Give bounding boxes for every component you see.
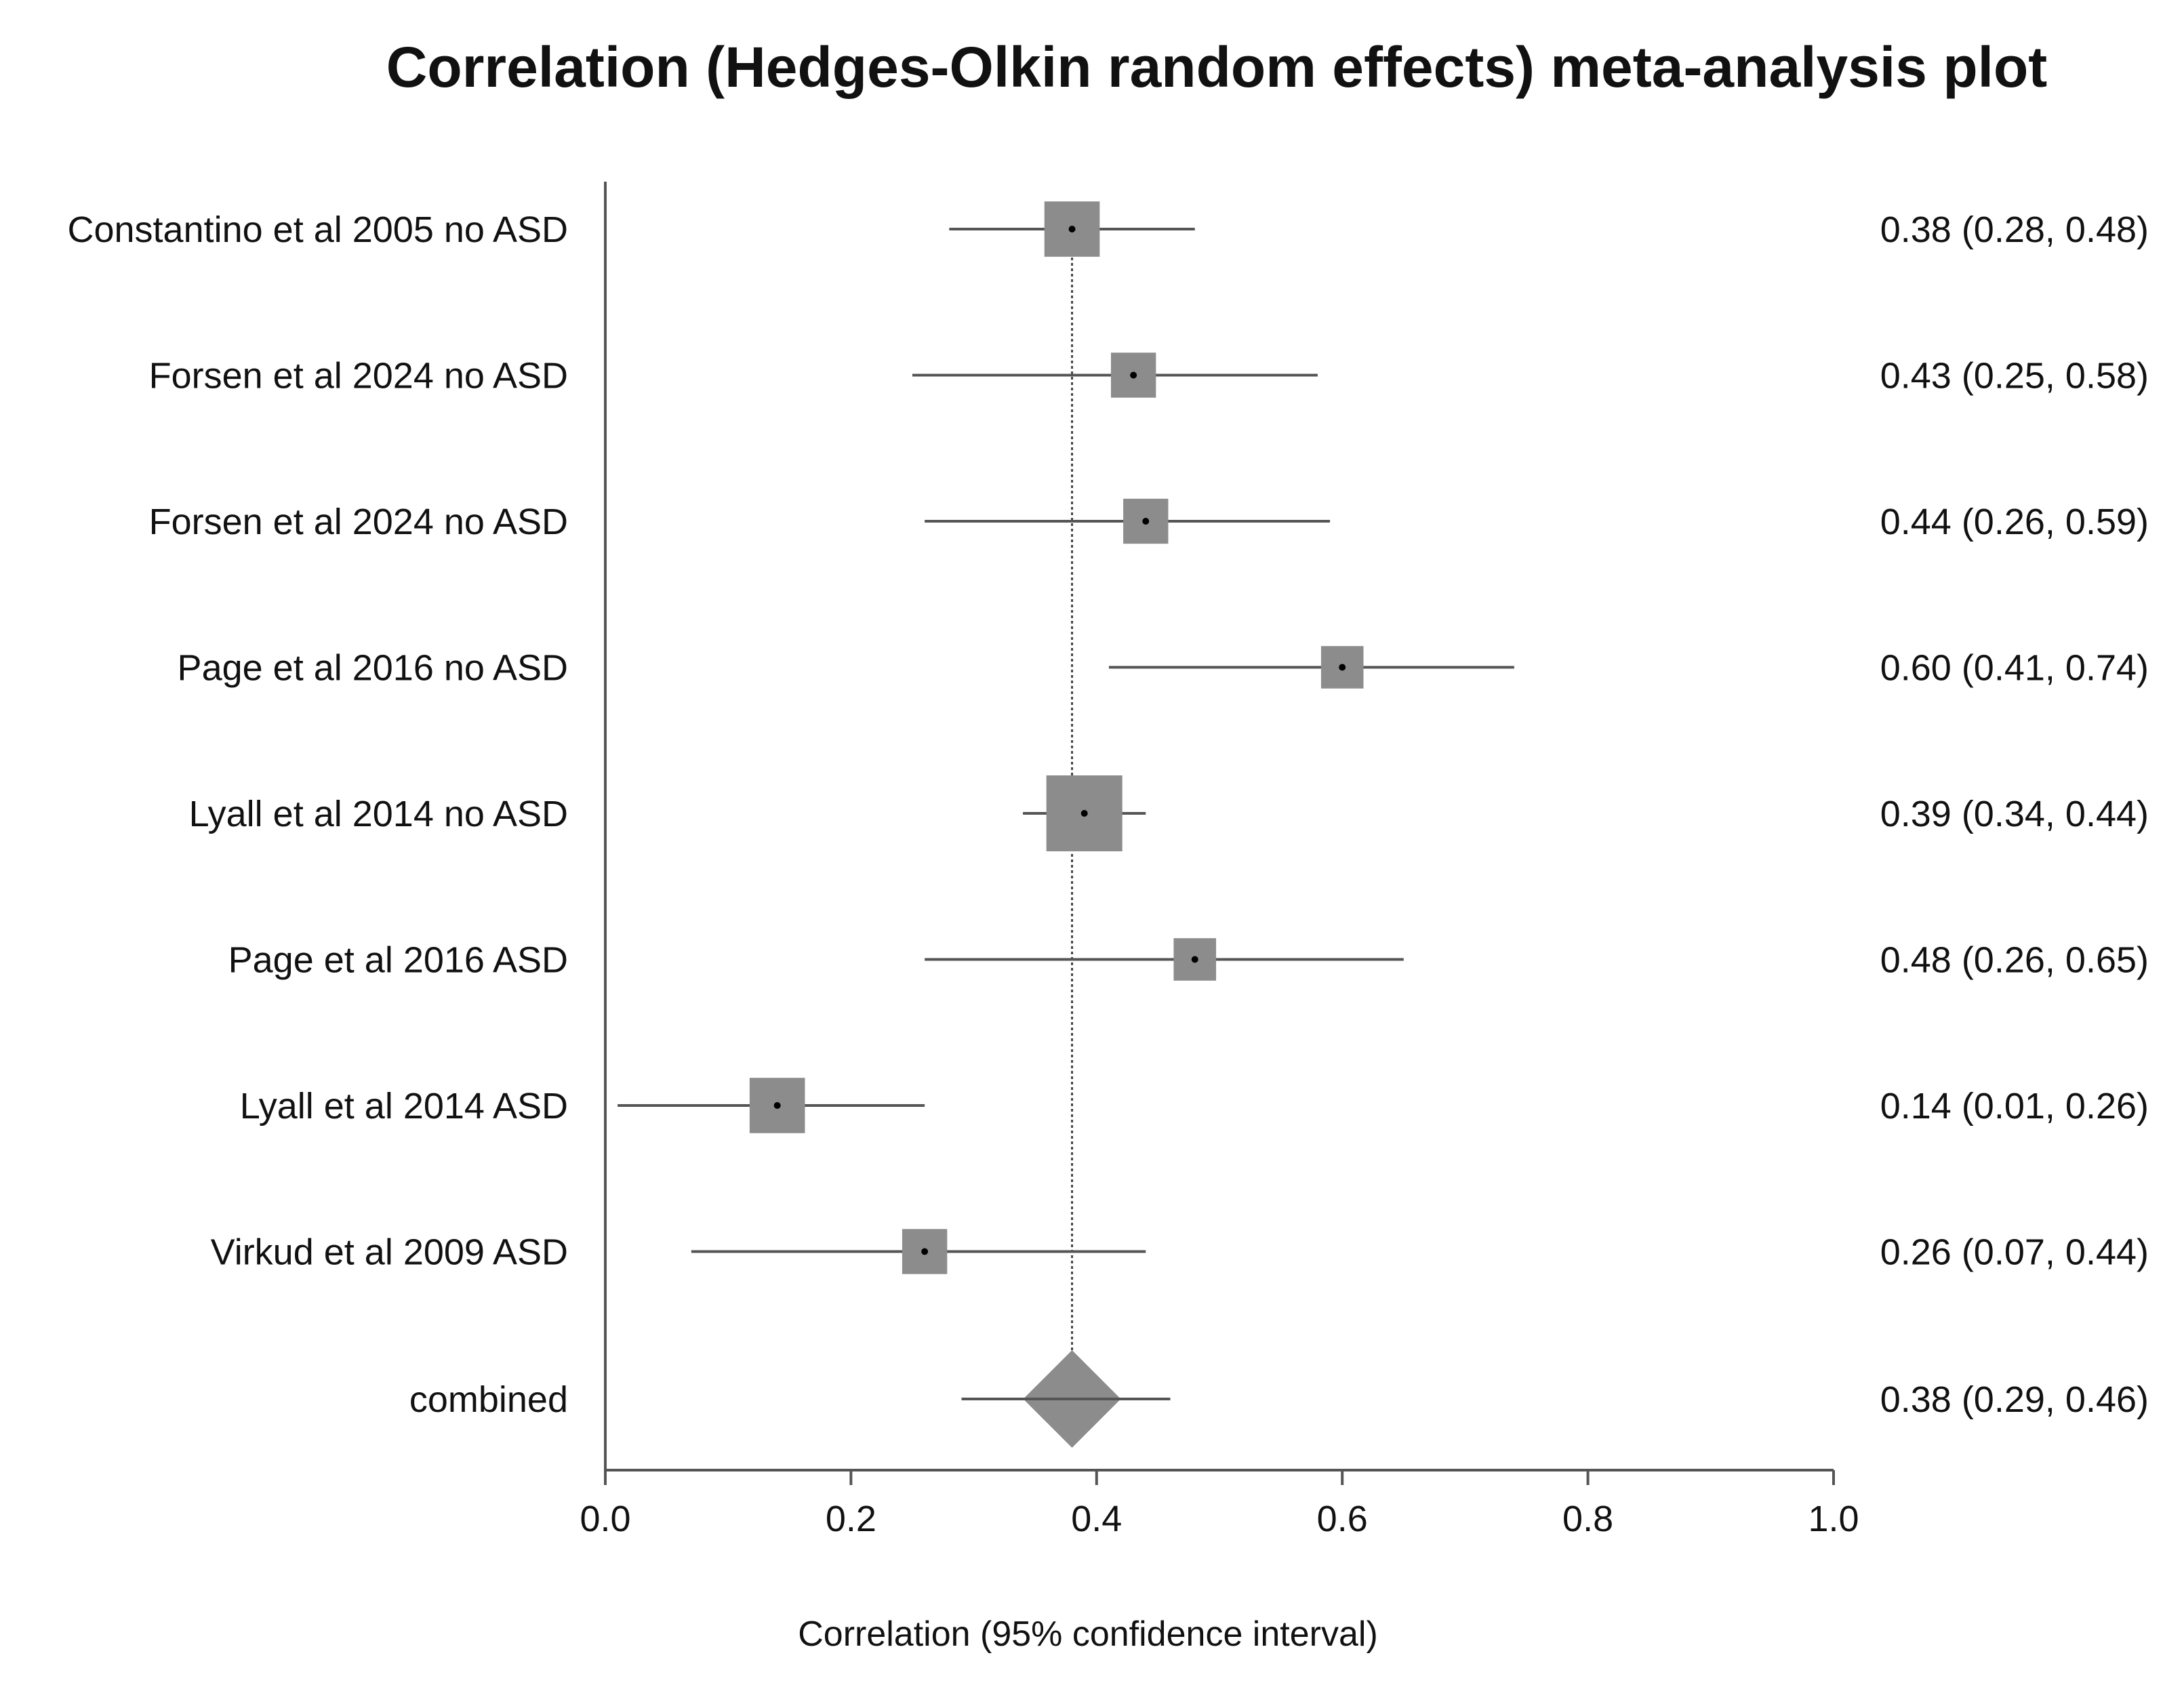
estimate-text: 0.39 (0.34, 0.44): [1880, 794, 2149, 834]
point-estimate-dot: [1339, 664, 1346, 671]
combined-estimate-text: 0.38 (0.29, 0.46): [1880, 1379, 2149, 1420]
x-tick-label: 1.0: [1808, 1499, 1859, 1539]
study-label: Virkud et al 2009 ASD: [211, 1232, 568, 1273]
estimate-text: 0.44 (0.26, 0.59): [1880, 502, 2149, 542]
point-estimate-dot: [1080, 810, 1088, 817]
estimate-text: 0.43 (0.25, 0.58): [1880, 356, 2149, 397]
point-estimate-dot: [1130, 371, 1137, 379]
point-estimate-dot: [1191, 956, 1198, 963]
study-label: Lyall et al 2014 no ASD: [189, 794, 568, 834]
x-tick-label: 0.0: [580, 1499, 630, 1539]
point-estimate-dot: [921, 1248, 929, 1255]
estimate-text: 0.60 (0.41, 0.74): [1880, 648, 2149, 689]
estimate-text: 0.38 (0.28, 0.48): [1880, 209, 2149, 250]
plot-area: 0.0 0.2 0.4 0.6 0.8 1.0 Constantino et al 2005…: [67, 182, 2149, 1539]
chart-title: Correlation (Hedges-Olkin random effects…: [386, 35, 2048, 99]
x-tick-label: 0.4: [1071, 1499, 1122, 1539]
x-tick-label: 0.2: [826, 1499, 876, 1539]
study-label: Constantino et al 2005 no ASD: [67, 209, 568, 250]
estimate-text: 0.48 (0.26, 0.65): [1880, 940, 2149, 981]
point-estimate-dot: [773, 1102, 781, 1109]
estimate-text: 0.26 (0.07, 0.44): [1880, 1232, 2149, 1273]
study-label: Page et al 2016 no ASD: [178, 648, 568, 689]
point-estimate-dot: [1142, 518, 1150, 525]
x-axis-title: Correlation (95% confidence interval): [798, 1615, 1378, 1654]
combined-label: combined: [409, 1379, 568, 1420]
study-label: Forsen et al 2024 no ASD: [149, 356, 568, 397]
study-label: Page et al 2016 ASD: [228, 940, 568, 981]
study-label: Forsen et al 2024 no ASD: [149, 502, 568, 542]
study-label: Lyall et al 2014 ASD: [240, 1086, 568, 1126]
estimate-text: 0.14 (0.01, 0.26): [1880, 1086, 2149, 1126]
point-estimate-dot: [1068, 226, 1076, 232]
x-tick-label: 0.8: [1562, 1499, 1613, 1539]
x-tick-label: 0.6: [1317, 1499, 1368, 1539]
